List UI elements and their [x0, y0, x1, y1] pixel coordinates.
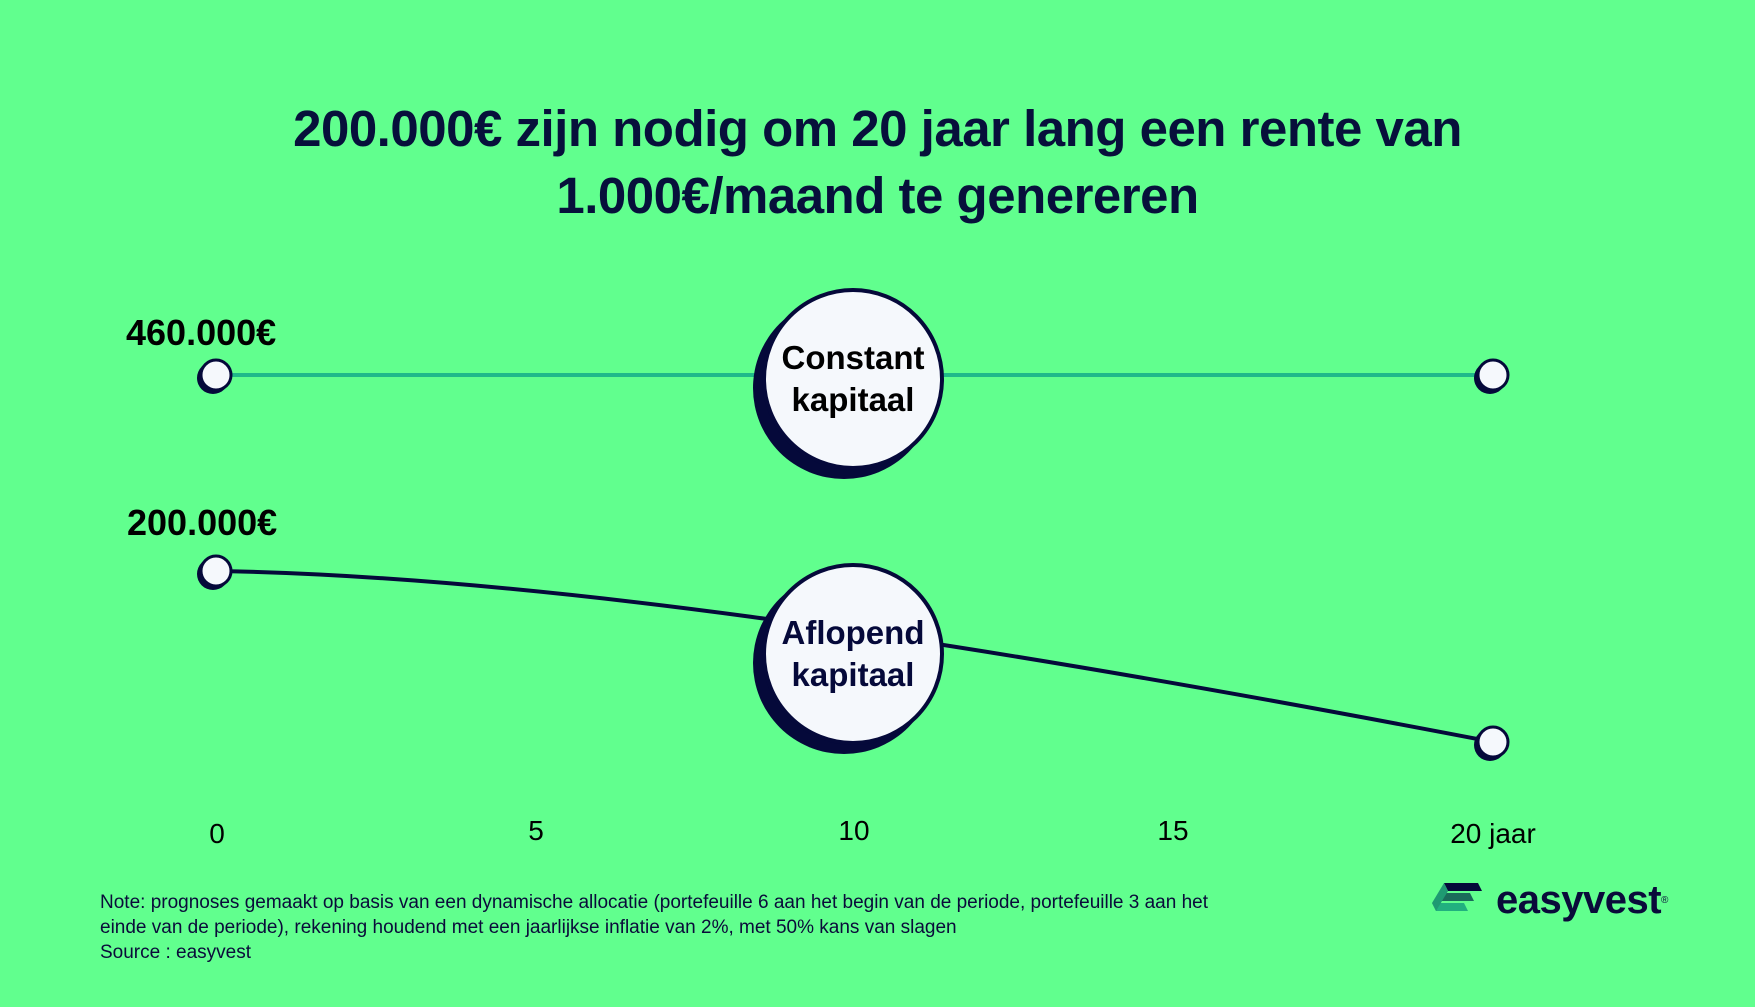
chart-title: 200.000€ zijn nodig om 20 jaar lang een …: [0, 95, 1755, 229]
constant-start-point: [199, 358, 233, 392]
title-line-2: 1.000€/maand te genereren: [556, 167, 1199, 224]
footnote: Note: prognoses gemaakt op basis van een…: [100, 890, 1300, 965]
title-line-1: 200.000€ zijn nodig om 20 jaar lang een …: [293, 100, 1462, 157]
note-line-1: Note: prognoses gemaakt op basis van een…: [100, 892, 1209, 913]
x-tick-15: 15: [1157, 815, 1189, 846]
constant-end-point: [1476, 358, 1510, 392]
aflopend-start-label: 200.000€: [127, 502, 278, 543]
bubble-text: kapitaal: [791, 656, 915, 693]
aflopend-end-point: [1476, 725, 1510, 759]
bubble-text: Constant: [781, 339, 925, 376]
bubble-text: Aflopend: [781, 614, 925, 651]
x-tick-5: 5: [528, 815, 544, 846]
logo-text: easyvest: [1496, 878, 1662, 922]
aflopend-start-point: [199, 554, 233, 588]
easyvest-logo-icon: [1432, 882, 1482, 911]
easyvest-logo: easyvest ®: [1430, 878, 1668, 923]
constant-start-label: 460.000€: [126, 312, 277, 353]
note-line-2: einde van de periode), rekening houdend …: [100, 917, 957, 938]
aflopend-kapitaal-line: [215, 569, 1494, 744]
x-tick-20: 20 jaar: [1450, 818, 1536, 849]
bubble-text: kapitaal: [791, 381, 915, 418]
source-line: Source : easyvest: [100, 942, 252, 963]
registered-mark: ®: [1661, 895, 1669, 906]
x-tick-0: 0: [209, 818, 225, 849]
aflopend-kapitaal-bubble: Aflopend kapitaal: [762, 563, 944, 745]
x-tick-10: 10: [838, 815, 870, 846]
constant-kapitaal-bubble: Constant kapitaal: [762, 288, 944, 470]
